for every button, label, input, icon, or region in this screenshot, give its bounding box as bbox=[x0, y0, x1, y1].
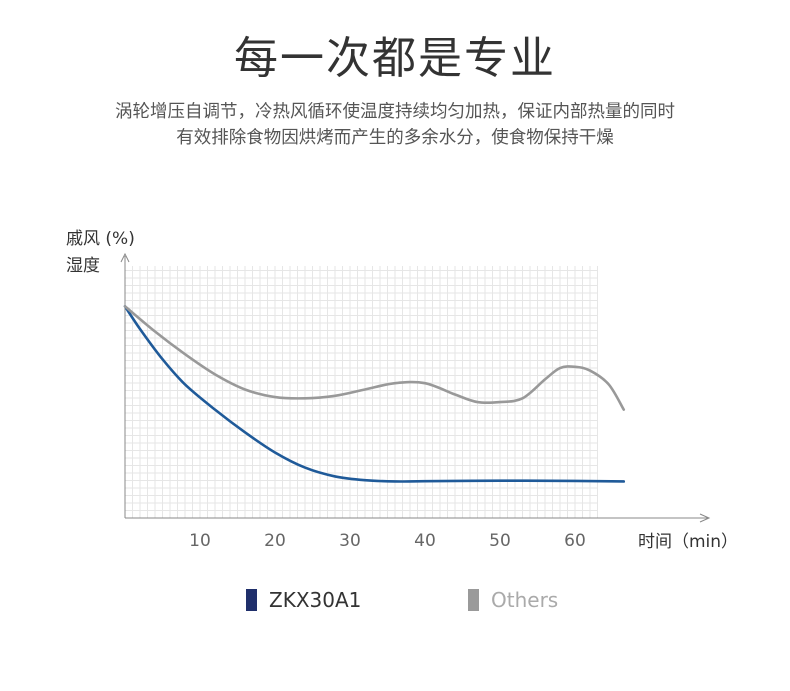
x-tick-label: 10 bbox=[189, 531, 211, 551]
legend-label-others: Others bbox=[491, 588, 559, 612]
x-axis-label: 时间（min） bbox=[638, 532, 738, 552]
chart-axes bbox=[120, 252, 711, 523]
legend-label-zkx30a1: ZKX30A1 bbox=[269, 588, 362, 612]
legend-swatch-zkx30a1 bbox=[246, 589, 257, 611]
x-tick-label: 50 bbox=[489, 531, 511, 551]
y-axis-label-line-2: 湿度 bbox=[66, 256, 100, 276]
series-line-others bbox=[123, 305, 626, 411]
legend-item-zkx30a1: ZKX30A1 bbox=[246, 588, 361, 612]
y-axis-arrow bbox=[120, 252, 130, 263]
y-axis-label-line-1: 戚风 (%) bbox=[66, 229, 135, 249]
x-axis-arrow bbox=[699, 513, 711, 523]
page-title: 每一次都是专业 bbox=[234, 33, 556, 84]
x-tick-label: 20 bbox=[264, 531, 286, 551]
legend-swatch-others bbox=[468, 589, 479, 611]
x-tick-label: 40 bbox=[414, 531, 436, 551]
x-tick-label: 30 bbox=[339, 531, 361, 551]
chart-series bbox=[123, 305, 626, 483]
legend-item-others: Others bbox=[468, 588, 558, 612]
x-tick-label: 60 bbox=[564, 531, 586, 551]
series-line-zkx30a1 bbox=[123, 305, 626, 483]
subtitle-line-1: 涡轮增压自调节，冷热风循环使温度持续均匀加热，保证内部热量的同时 bbox=[115, 102, 675, 122]
subtitle-line-2: 有效排除食物因烘烤而产生的多余水分，使食物保持干燥 bbox=[176, 128, 614, 148]
x-tick-labels: 10 20 30 40 50 60 bbox=[189, 531, 586, 551]
